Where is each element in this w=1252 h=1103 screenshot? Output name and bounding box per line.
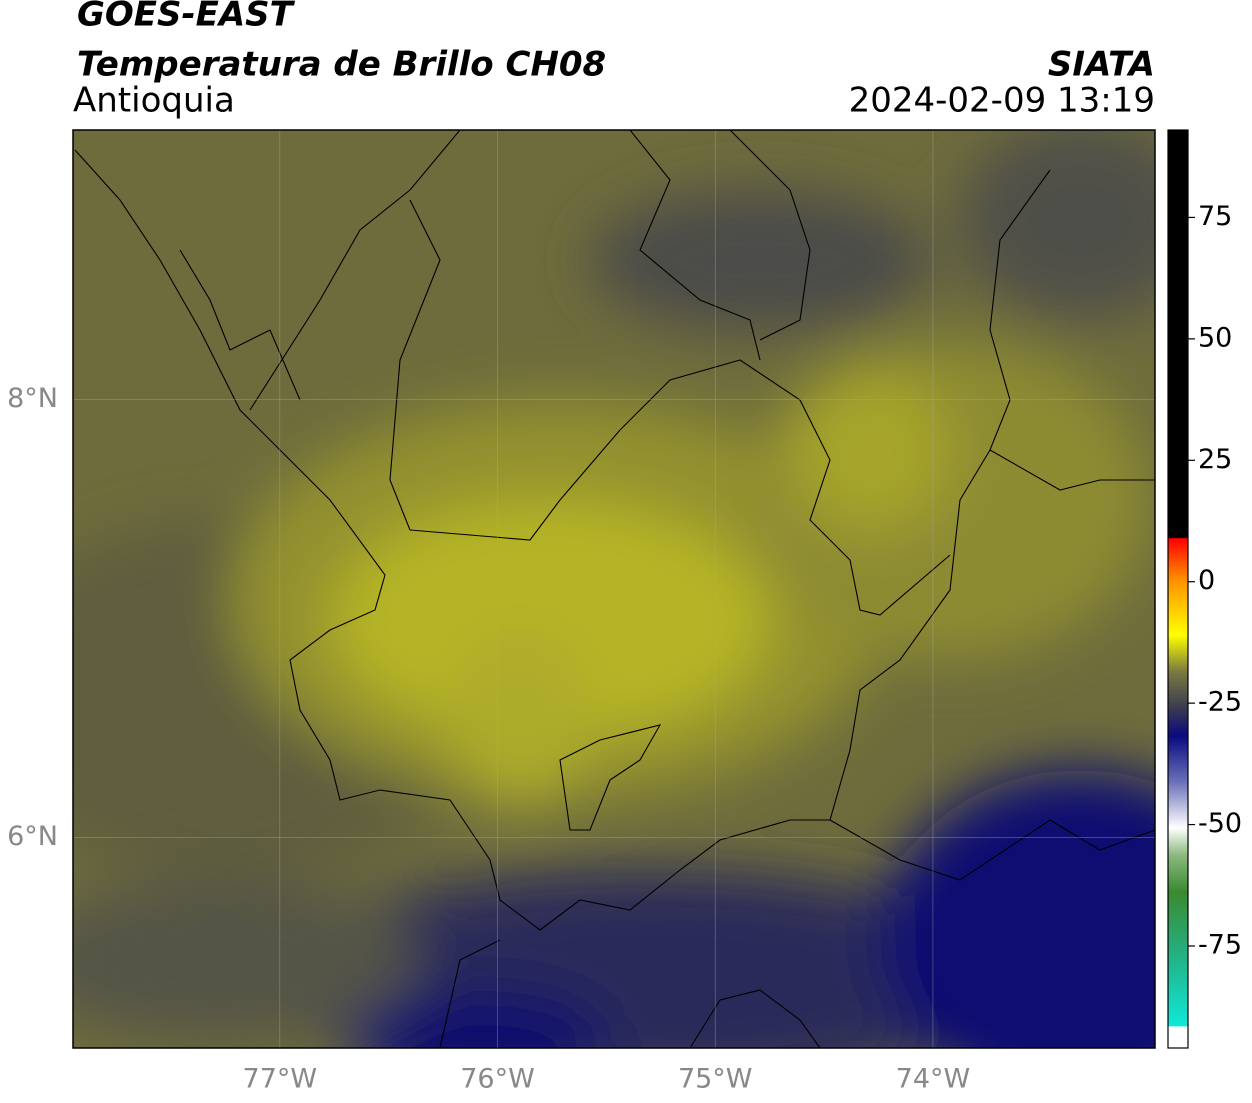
source: SIATA bbox=[1048, 45, 1155, 85]
title: GOES-EAST bbox=[77, 0, 296, 35]
colorbar bbox=[1167, 129, 1189, 1049]
datetime: 2024-02-09 13:19 bbox=[849, 81, 1155, 121]
colorbar-tick-label: 25 bbox=[1198, 444, 1232, 475]
x-tick-label: 77°W bbox=[243, 1064, 318, 1095]
graticule bbox=[73, 130, 1155, 1048]
y-tick-label: 6°N bbox=[7, 821, 58, 852]
map-frame bbox=[72, 129, 1156, 1049]
colorbar-tick-label: -50 bbox=[1198, 808, 1242, 839]
y-tick-label: 8°N bbox=[7, 383, 58, 414]
x-tick-label: 74°W bbox=[896, 1064, 971, 1095]
colorbar-tick-label: 75 bbox=[1198, 201, 1232, 232]
colorbar-tick-label: 50 bbox=[1198, 322, 1232, 353]
x-tick-label: 76°W bbox=[460, 1064, 535, 1095]
colorbar-tick-label: -75 bbox=[1198, 930, 1242, 961]
colorbar-tick-label: 0 bbox=[1198, 565, 1215, 596]
x-tick-label: 75°W bbox=[678, 1064, 753, 1095]
colorbar-tick-label: -25 bbox=[1198, 687, 1242, 718]
subtitle: Temperatura de Brillo CH08 bbox=[77, 45, 606, 85]
map-image bbox=[73, 130, 1155, 1048]
region: Antioquia bbox=[73, 81, 235, 121]
